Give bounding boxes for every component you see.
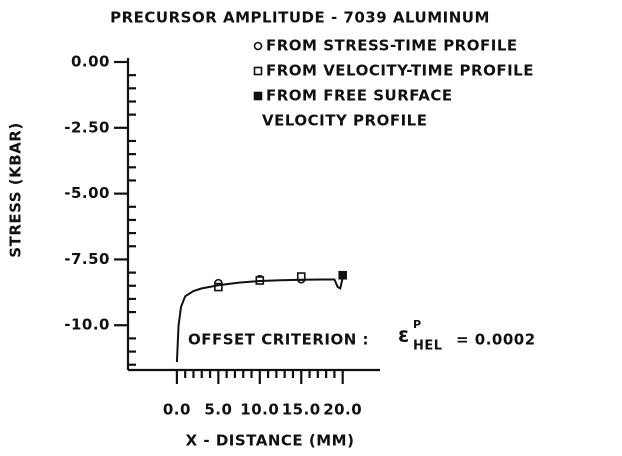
x-axis-label: X - DISTANCE (MM) bbox=[186, 432, 355, 450]
annotation: ε bbox=[398, 323, 410, 347]
annotation: = 0.0002 bbox=[456, 331, 536, 349]
y-tick-label: -5.00 bbox=[64, 184, 110, 202]
legend-label: FROM VELOCITY-TIME PROFILE bbox=[266, 62, 534, 80]
annotation: OFFSET CRITERION : bbox=[188, 331, 369, 349]
x-tick-label: 0.0 bbox=[163, 401, 191, 419]
x-tick-label: 15.0 bbox=[282, 401, 321, 419]
legend-marker bbox=[253, 66, 263, 76]
annotation: P bbox=[413, 318, 422, 331]
y-tick-label: -2.50 bbox=[64, 118, 110, 136]
y-tick-label: -7.50 bbox=[64, 250, 110, 268]
legend-label: VELOCITY PROFILE bbox=[262, 112, 427, 130]
y-axis-label: STRESS (KBAR) bbox=[7, 122, 25, 257]
marker bbox=[338, 270, 347, 280]
x-tick-label: 20.0 bbox=[323, 401, 362, 419]
marker bbox=[214, 282, 223, 292]
y-tick-label: -10.0 bbox=[64, 316, 110, 334]
legend-marker bbox=[253, 41, 263, 51]
x-tick-label: 5.0 bbox=[204, 401, 232, 419]
x-tick-label: 10.0 bbox=[240, 401, 279, 419]
fit-line bbox=[175, 277, 344, 363]
legend-label: FROM STRESS-TIME PROFILE bbox=[266, 37, 518, 55]
legend-marker bbox=[253, 91, 263, 101]
y-tick-label: 0.00 bbox=[71, 53, 110, 71]
chart-title: PRECURSOR AMPLITUDE - 7039 ALUMINUM bbox=[110, 9, 490, 27]
legend-label: FROM FREE SURFACE bbox=[266, 87, 453, 105]
annotation: HEL bbox=[413, 339, 443, 354]
